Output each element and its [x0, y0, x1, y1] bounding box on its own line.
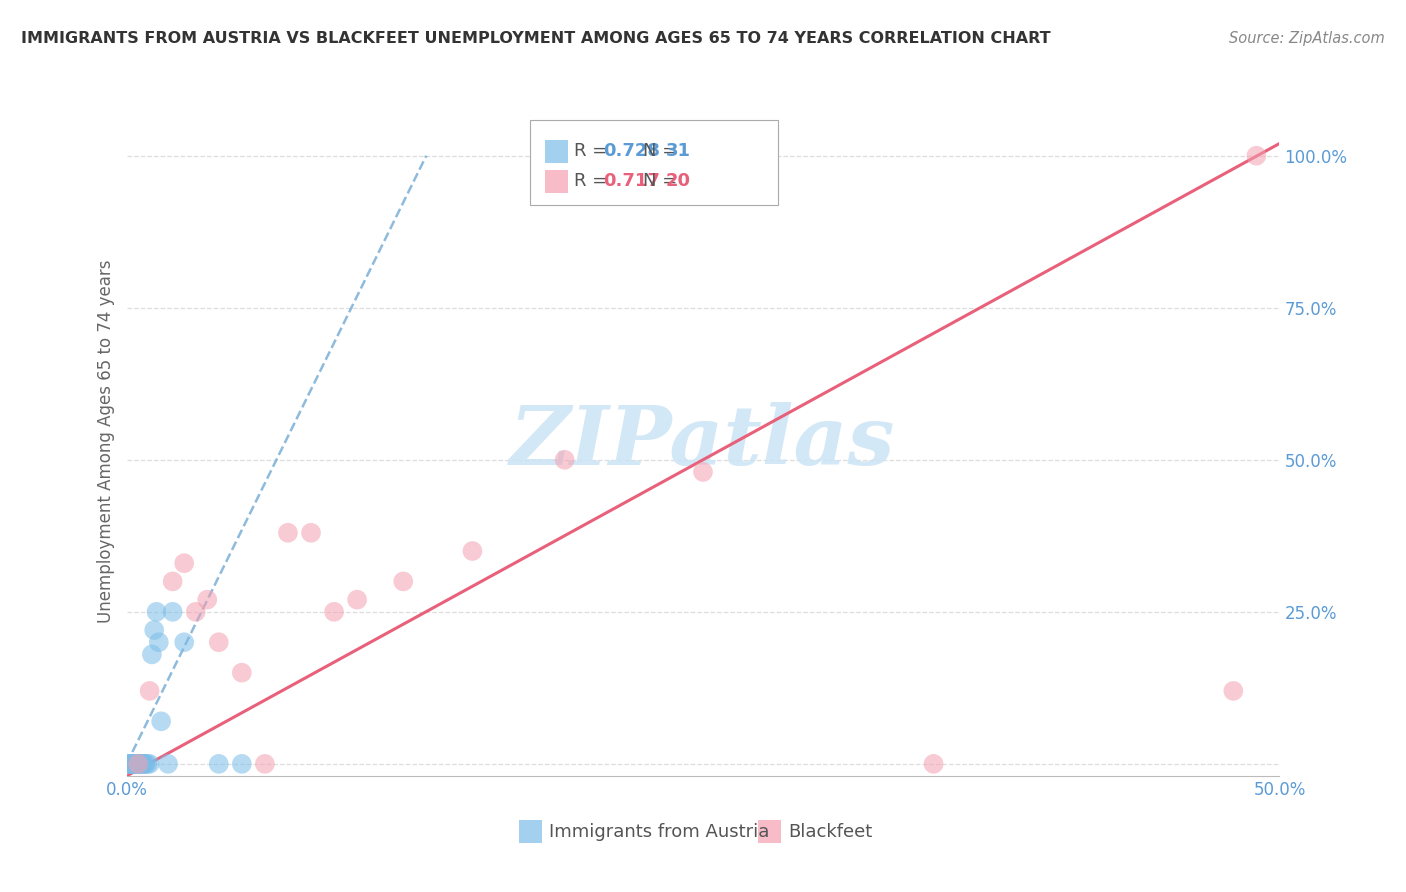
Point: [122, 756, 145, 771]
Text: N =: N =: [643, 142, 678, 161]
Point: [150, 714, 173, 729]
Point: [131, 756, 153, 771]
Point: [131, 756, 153, 771]
Point: [299, 525, 322, 540]
Text: Blackfeet: Blackfeet: [789, 822, 873, 840]
Point: [120, 756, 142, 771]
Point: [145, 605, 167, 619]
Point: [125, 756, 148, 771]
Point: [208, 635, 231, 649]
Point: [231, 756, 253, 771]
Bar: [519, 821, 541, 843]
Text: 31: 31: [666, 142, 692, 161]
Point: [162, 574, 184, 589]
Point: [118, 756, 141, 771]
Point: [162, 605, 184, 619]
Point: [129, 756, 152, 771]
Point: [138, 684, 160, 698]
Text: Source: ZipAtlas.com: Source: ZipAtlas.com: [1229, 31, 1385, 46]
Bar: [546, 169, 568, 193]
Point: [122, 756, 145, 771]
Point: [134, 756, 156, 771]
Point: [195, 592, 218, 607]
Point: [122, 756, 145, 771]
Point: [143, 623, 166, 637]
Text: 0.717: 0.717: [603, 172, 659, 190]
Point: [120, 756, 142, 771]
Point: [127, 756, 149, 771]
Point: [148, 635, 170, 649]
Point: [173, 556, 195, 570]
Point: [141, 648, 163, 662]
Point: [692, 465, 714, 479]
Point: [136, 756, 159, 771]
Point: [134, 756, 156, 771]
Point: [184, 605, 207, 619]
Point: [231, 665, 253, 680]
Point: [173, 635, 195, 649]
Point: [125, 756, 148, 771]
Point: [208, 756, 231, 771]
Y-axis label: Unemployment Among Ages 65 to 74 years: Unemployment Among Ages 65 to 74 years: [97, 260, 115, 624]
Text: IMMIGRANTS FROM AUSTRIA VS BLACKFEET UNEMPLOYMENT AMONG AGES 65 TO 74 YEARS CORR: IMMIGRANTS FROM AUSTRIA VS BLACKFEET UNE…: [21, 31, 1050, 46]
FancyBboxPatch shape: [530, 120, 778, 205]
Point: [277, 525, 299, 540]
Text: N =: N =: [643, 172, 678, 190]
Point: [118, 756, 141, 771]
Point: [1246, 149, 1268, 163]
Text: Immigrants from Austria: Immigrants from Austria: [548, 822, 769, 840]
Point: [127, 756, 149, 771]
Point: [323, 605, 346, 619]
Point: [554, 452, 576, 467]
Bar: [546, 140, 568, 162]
Point: [922, 756, 945, 771]
Point: [157, 756, 180, 771]
Point: [392, 574, 415, 589]
Text: R =: R =: [574, 172, 607, 190]
Point: [461, 544, 484, 558]
Point: [138, 756, 160, 771]
Text: R =: R =: [574, 142, 607, 161]
Point: [346, 592, 368, 607]
Point: [253, 756, 276, 771]
Text: ZIPatlas: ZIPatlas: [510, 401, 896, 482]
Point: [120, 756, 142, 771]
Bar: [758, 821, 782, 843]
Point: [1222, 684, 1244, 698]
Point: [127, 756, 149, 771]
Point: [129, 756, 152, 771]
Text: 0.728: 0.728: [603, 142, 659, 161]
Point: [127, 756, 149, 771]
Text: 20: 20: [666, 172, 692, 190]
